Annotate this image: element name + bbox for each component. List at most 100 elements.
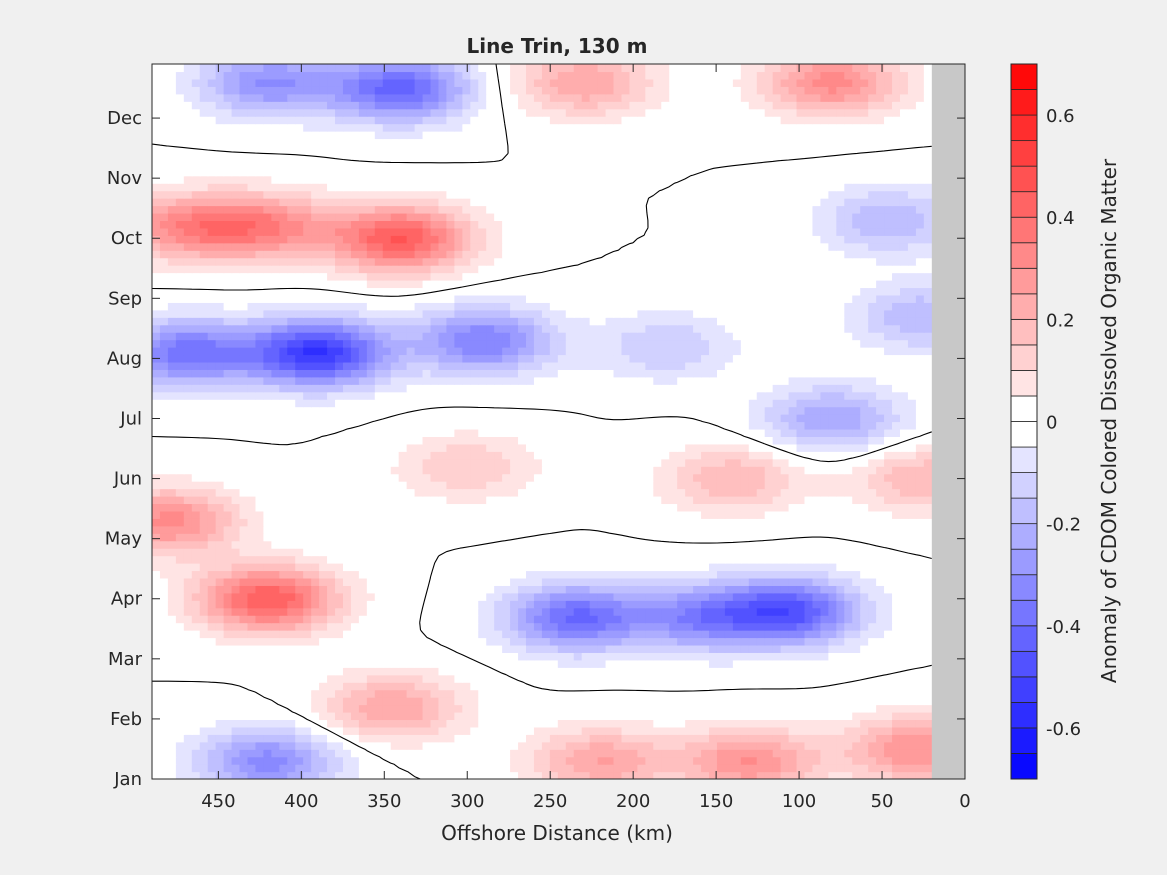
heatmap-cell	[319, 711, 328, 721]
heatmap-cell	[573, 719, 583, 728]
heatmap-cell	[335, 518, 344, 527]
heatmap-cell	[502, 518, 511, 527]
heatmap-cell	[247, 428, 257, 437]
heatmap-cell	[414, 555, 424, 564]
heatmap-cell	[446, 458, 455, 467]
heatmap-cell	[525, 764, 535, 773]
heatmap-cell	[748, 473, 758, 482]
heatmap-cell	[350, 443, 360, 452]
heatmap-cell	[820, 458, 829, 467]
heatmap-cell	[884, 697, 893, 706]
heatmap-cell	[525, 481, 535, 490]
heatmap-cell	[605, 756, 615, 765]
heatmap-cell	[414, 600, 424, 609]
heatmap-cell	[223, 719, 233, 728]
heatmap-cell	[796, 414, 806, 423]
heatmap-cell	[255, 674, 265, 683]
heatmap-cell	[430, 548, 440, 557]
heatmap-cell	[430, 592, 440, 601]
heatmap-cell	[899, 600, 909, 609]
heatmap-cell	[573, 436, 583, 445]
heatmap-cell	[653, 637, 662, 646]
heatmap-cell	[565, 734, 575, 743]
heatmap-cell	[231, 585, 241, 594]
heatmap-cell	[406, 667, 416, 676]
heatmap-cell	[740, 592, 750, 601]
heatmap-cell	[740, 711, 750, 721]
heatmap-cell	[724, 711, 734, 721]
heatmap-cell	[669, 741, 678, 750]
heatmap-cell	[892, 473, 901, 482]
heatmap-cell	[303, 518, 312, 527]
heatmap-cell	[613, 667, 623, 676]
heatmap-cell	[430, 406, 440, 415]
heatmap-cell	[199, 451, 209, 460]
heatmap-cell	[207, 704, 217, 713]
heatmap-cell	[796, 518, 806, 527]
heatmap-cell	[653, 466, 662, 475]
heatmap-cell	[303, 533, 312, 542]
heatmap-cell	[518, 741, 527, 750]
heatmap-cell	[772, 726, 782, 735]
heatmap-cell	[350, 615, 360, 624]
heatmap-cell	[828, 436, 837, 445]
heatmap-cell	[589, 555, 599, 564]
heatmap-cell	[342, 622, 352, 631]
heatmap-cell	[335, 414, 344, 423]
heatmap-cell	[215, 548, 225, 557]
heatmap-cell	[486, 473, 495, 482]
heatmap-cell	[788, 592, 798, 601]
heatmap-cell	[677, 697, 686, 706]
heatmap-cell	[183, 622, 193, 631]
heatmap-cell	[199, 734, 209, 743]
heatmap-cell	[327, 630, 336, 639]
heatmap-cell	[772, 466, 782, 475]
heatmap-cell	[788, 615, 798, 624]
heatmap-cell	[828, 421, 837, 430]
heatmap-cell	[398, 682, 408, 691]
heatmap-cell	[183, 659, 193, 668]
heatmap-cell	[279, 577, 288, 586]
heatmap-cell	[748, 563, 758, 572]
heatmap-cell	[709, 659, 718, 668]
heatmap-cell	[350, 719, 360, 728]
heatmap-cell	[470, 741, 479, 750]
heatmap-cell	[613, 615, 623, 624]
heatmap-cell	[183, 488, 193, 497]
heatmap-cell	[892, 652, 901, 661]
heatmap-cell	[199, 495, 209, 505]
heatmap-cell	[470, 510, 479, 519]
heatmap-cell	[390, 436, 400, 445]
heatmap-cell	[510, 697, 519, 706]
heatmap-cell	[239, 630, 249, 639]
heatmap-cell	[398, 399, 408, 408]
heatmap-cell	[446, 622, 455, 631]
heatmap-cell	[693, 771, 702, 779]
heatmap-cell	[159, 644, 169, 653]
heatmap-cell	[899, 458, 909, 467]
heatmap-cell	[518, 585, 527, 594]
heatmap-cell	[319, 540, 328, 549]
heatmap-cell	[494, 436, 503, 445]
heatmap-cell	[804, 749, 814, 758]
heatmap-cell	[756, 481, 766, 490]
heatmap-cell	[701, 458, 710, 467]
heatmap-cell	[446, 510, 455, 519]
heatmap-cell	[740, 726, 750, 735]
heatmap-cell	[342, 428, 352, 437]
heatmap-cell	[629, 771, 638, 779]
heatmap-cell	[677, 436, 686, 445]
heatmap-cell	[740, 659, 750, 668]
heatmap-cell	[828, 525, 837, 534]
heatmap-cell	[709, 704, 718, 713]
heatmap-cell	[653, 771, 662, 779]
heatmap-cell	[716, 764, 726, 773]
heatmap-cell	[884, 473, 893, 482]
heatmap-cell	[828, 741, 837, 750]
heatmap-cell	[366, 585, 376, 594]
heatmap-cell	[748, 421, 758, 430]
heatmap-cell	[661, 451, 670, 460]
heatmap-cell	[422, 399, 432, 408]
heatmap-cell	[756, 495, 766, 505]
heatmap-cell	[390, 451, 400, 460]
